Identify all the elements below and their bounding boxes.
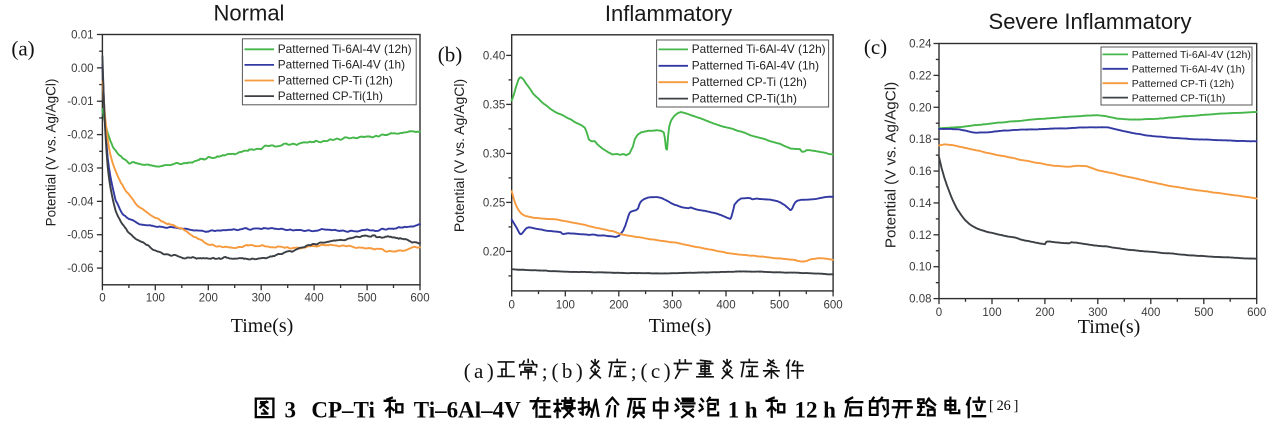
svg-text:Time(s): Time(s) [649, 315, 712, 337]
svg-text:0.14: 0.14 [909, 198, 932, 210]
svg-text:600: 600 [410, 293, 429, 305]
svg-text:Inflammatory: Inflammatory [605, 1, 732, 26]
svg-text:-0.01: -0.01 [67, 96, 93, 108]
svg-text:0.01: 0.01 [71, 30, 93, 42]
svg-text:-0.06: -0.06 [67, 263, 93, 275]
svg-text:Time(s): Time(s) [231, 315, 294, 337]
svg-text:100: 100 [146, 293, 165, 305]
svg-text:Patterned Ti-6Al-4V (1h): Patterned Ti-6Al-4V (1h) [692, 59, 819, 73]
svg-text:100: 100 [982, 307, 1001, 319]
svg-text:0.35: 0.35 [483, 99, 505, 111]
svg-text:200: 200 [1035, 307, 1054, 319]
svg-text:(a): (a) [11, 37, 34, 61]
svg-text:400: 400 [1141, 307, 1160, 319]
svg-text:0: 0 [936, 307, 942, 319]
svg-text:;: ; [631, 359, 637, 383]
svg-text:0: 0 [99, 293, 105, 305]
svg-text:200: 200 [199, 293, 218, 305]
svg-text:Patterned CP-Ti(1h): Patterned CP-Ti(1h) [1132, 92, 1226, 104]
svg-text:0.25: 0.25 [483, 197, 505, 209]
svg-text:-0.04: -0.04 [67, 196, 94, 208]
svg-text:0.00: 0.00 [71, 63, 93, 75]
svg-text:3: 3 [285, 398, 297, 423]
svg-text:Patterned CP-Ti (12h): Patterned CP-Ti (12h) [278, 73, 393, 87]
svg-text:): ) [487, 359, 494, 383]
svg-text:(c): (c) [864, 35, 887, 59]
svg-text:(b): (b) [438, 43, 463, 67]
svg-text:-0.05: -0.05 [67, 230, 93, 242]
svg-text:500: 500 [1194, 307, 1213, 319]
svg-text:h: h [823, 398, 836, 423]
svg-text:500: 500 [358, 293, 377, 305]
svg-text:a: a [474, 359, 484, 383]
svg-text:;: ; [542, 359, 548, 383]
svg-text:0.22: 0.22 [909, 70, 931, 82]
svg-text:400: 400 [716, 299, 735, 311]
svg-text:-0.03: -0.03 [67, 163, 93, 175]
svg-text:h: h [745, 398, 758, 423]
svg-text:500: 500 [770, 299, 789, 311]
svg-text:Potential (V vs. Ag/AgCl): Potential (V vs. Ag/AgCl) [451, 79, 467, 232]
svg-text:0: 0 [508, 299, 514, 311]
svg-text:300: 300 [252, 293, 271, 305]
svg-text:300: 300 [663, 299, 682, 311]
svg-text:Normal: Normal [214, 1, 285, 26]
svg-text:Patterned CP-Ti(1h): Patterned CP-Ti(1h) [278, 89, 383, 103]
svg-text:Patterned Ti-6Al-4V (1h): Patterned Ti-6Al-4V (1h) [1132, 64, 1245, 76]
svg-text:0.20: 0.20 [909, 102, 931, 114]
svg-text:0.16: 0.16 [909, 166, 931, 178]
svg-text:0.12: 0.12 [909, 230, 931, 242]
svg-text:600: 600 [824, 299, 843, 311]
svg-text:300: 300 [1088, 307, 1107, 319]
svg-text:c: c [651, 359, 660, 383]
svg-text:12: 12 [795, 398, 818, 423]
svg-text:(: ( [641, 359, 648, 383]
svg-text:(: ( [464, 359, 471, 383]
svg-text:): ) [664, 359, 671, 383]
svg-text:0.08: 0.08 [909, 294, 931, 306]
svg-text:400: 400 [305, 293, 324, 305]
svg-text:0.10: 0.10 [909, 262, 931, 274]
svg-text:0.30: 0.30 [483, 148, 505, 160]
svg-text:Ti–6Al–4V: Ti–6Al–4V [414, 398, 521, 423]
svg-text:Patterned CP-Ti(1h): Patterned CP-Ti(1h) [692, 91, 797, 105]
svg-text:Patterned Ti-6Al-4V (12h): Patterned Ti-6Al-4V (12h) [692, 42, 826, 56]
svg-text:(: ( [552, 359, 559, 383]
svg-text:0.18: 0.18 [909, 134, 931, 146]
svg-text:100: 100 [556, 299, 575, 311]
svg-text:Patterned CP-Ti (12h): Patterned CP-Ti (12h) [1132, 78, 1234, 90]
svg-text:Patterned Ti-6Al-4V (1h): Patterned Ti-6Al-4V (1h) [278, 58, 405, 72]
svg-text:0.24: 0.24 [909, 39, 932, 51]
svg-text:): ) [576, 359, 583, 383]
svg-text:Severe Inflammatory: Severe Inflammatory [989, 9, 1192, 34]
svg-text:CP–Ti: CP–Ti [311, 398, 375, 423]
svg-text:0.20: 0.20 [483, 246, 505, 258]
svg-text:0.40: 0.40 [483, 50, 505, 62]
svg-text:-0.02: -0.02 [67, 130, 93, 142]
svg-text:200: 200 [609, 299, 628, 311]
svg-text:Patterned CP-Ti (12h): Patterned CP-Ti (12h) [692, 75, 807, 89]
svg-text:Potential (V vs. Ag/AgCl): Potential (V vs. Ag/AgCl) [44, 79, 59, 227]
svg-text:1: 1 [728, 398, 740, 423]
svg-text:Potential (V vs. Ag/AgCl): Potential (V vs. Ag/AgCl) [883, 82, 900, 248]
svg-text:Patterned Ti-6Al-4V (12h): Patterned Ti-6Al-4V (12h) [1132, 49, 1251, 61]
svg-text:b: b [562, 359, 573, 383]
svg-text:[ 26 ]: [ 26 ] [989, 398, 1018, 414]
svg-text:Time(s): Time(s) [1078, 316, 1141, 338]
svg-text:600: 600 [1247, 307, 1266, 319]
svg-text:Patterned Ti-6Al-4V (12h): Patterned Ti-6Al-4V (12h) [278, 42, 412, 56]
